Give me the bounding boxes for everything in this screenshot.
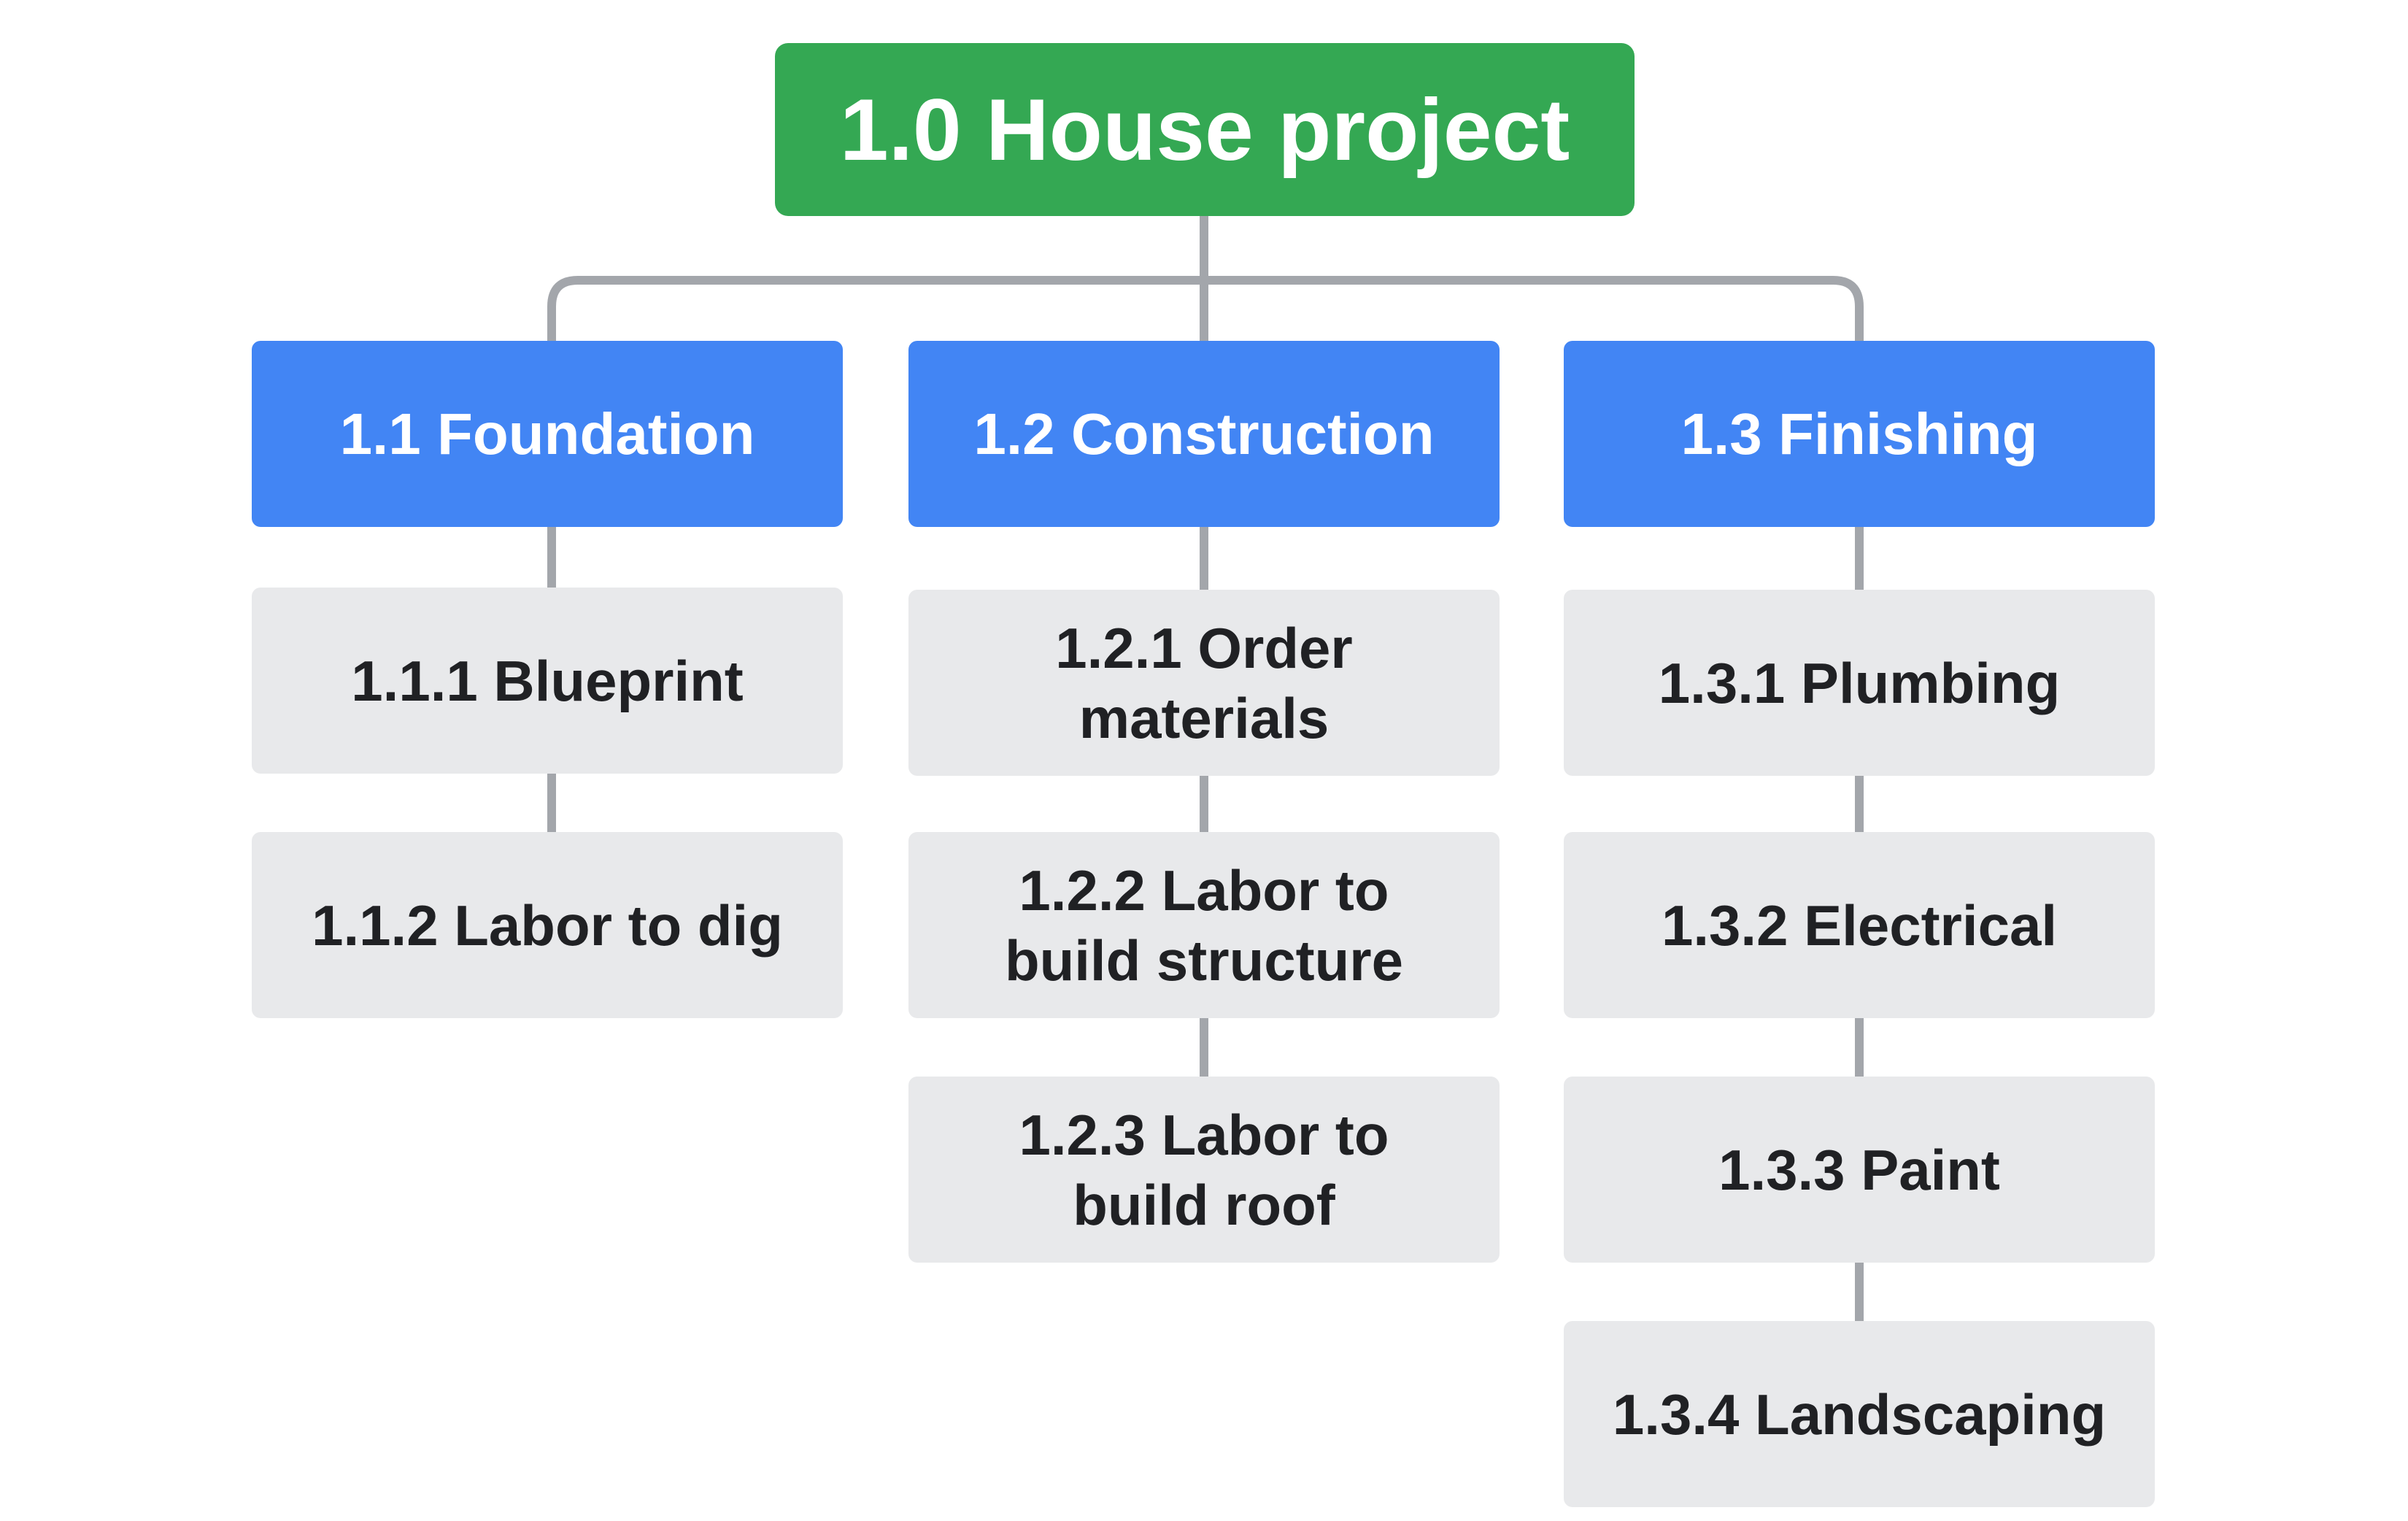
branch-node-label: 1.3 Finishing <box>1680 401 2038 466</box>
task-node-labor-to-build-roof: 1.2.3 Labor to build roof <box>908 1077 1500 1263</box>
task-node-label: 1.3.3 Paint <box>1718 1137 2000 1202</box>
task-node-paint: 1.3.3 Paint <box>1564 1077 2155 1263</box>
branch-node-foundation: 1.1 Foundation <box>252 341 843 527</box>
branch-node-label: 1.2 Construction <box>973 401 1435 466</box>
task-node-order-materials: 1.2.1 Order materials <box>908 590 1500 776</box>
task-node-label: 1.2.3 Labor to build roof <box>1019 1102 1389 1237</box>
task-node-label: 1.3.2 Electrical <box>1661 893 2058 958</box>
task-node-label: 1.2.1 Order materials <box>1055 615 1353 750</box>
task-node-electrical: 1.3.2 Electrical <box>1564 832 2155 1018</box>
task-node-landscaping: 1.3.4 Landscaping <box>1564 1321 2155 1507</box>
connector-branch-bar <box>547 276 1864 341</box>
root-node-label: 1.0 House project <box>839 80 1570 179</box>
branch-node-finishing: 1.3 Finishing <box>1564 341 2155 527</box>
task-node-label: 1.2.2 Labor to build structure <box>1004 858 1404 993</box>
task-node-label: 1.3.4 Landscaping <box>1612 1382 2107 1447</box>
task-node-plumbing: 1.3.1 Plumbing <box>1564 590 2155 776</box>
task-node-label: 1.1.2 Labor to dig <box>312 893 783 958</box>
branch-node-label: 1.1 Foundation <box>339 401 755 466</box>
task-node-labor-to-build-structure: 1.2.2 Labor to build structure <box>908 832 1500 1018</box>
root-node-house-project: 1.0 House project <box>775 43 1635 216</box>
task-node-blueprint: 1.1.1 Blueprint <box>252 588 843 774</box>
task-node-label: 1.1.1 Blueprint <box>351 648 744 713</box>
task-node-label: 1.3.1 Plumbing <box>1658 650 2061 715</box>
task-node-labor-to-dig: 1.1.2 Labor to dig <box>252 832 843 1018</box>
branch-node-construction: 1.2 Construction <box>908 341 1500 527</box>
